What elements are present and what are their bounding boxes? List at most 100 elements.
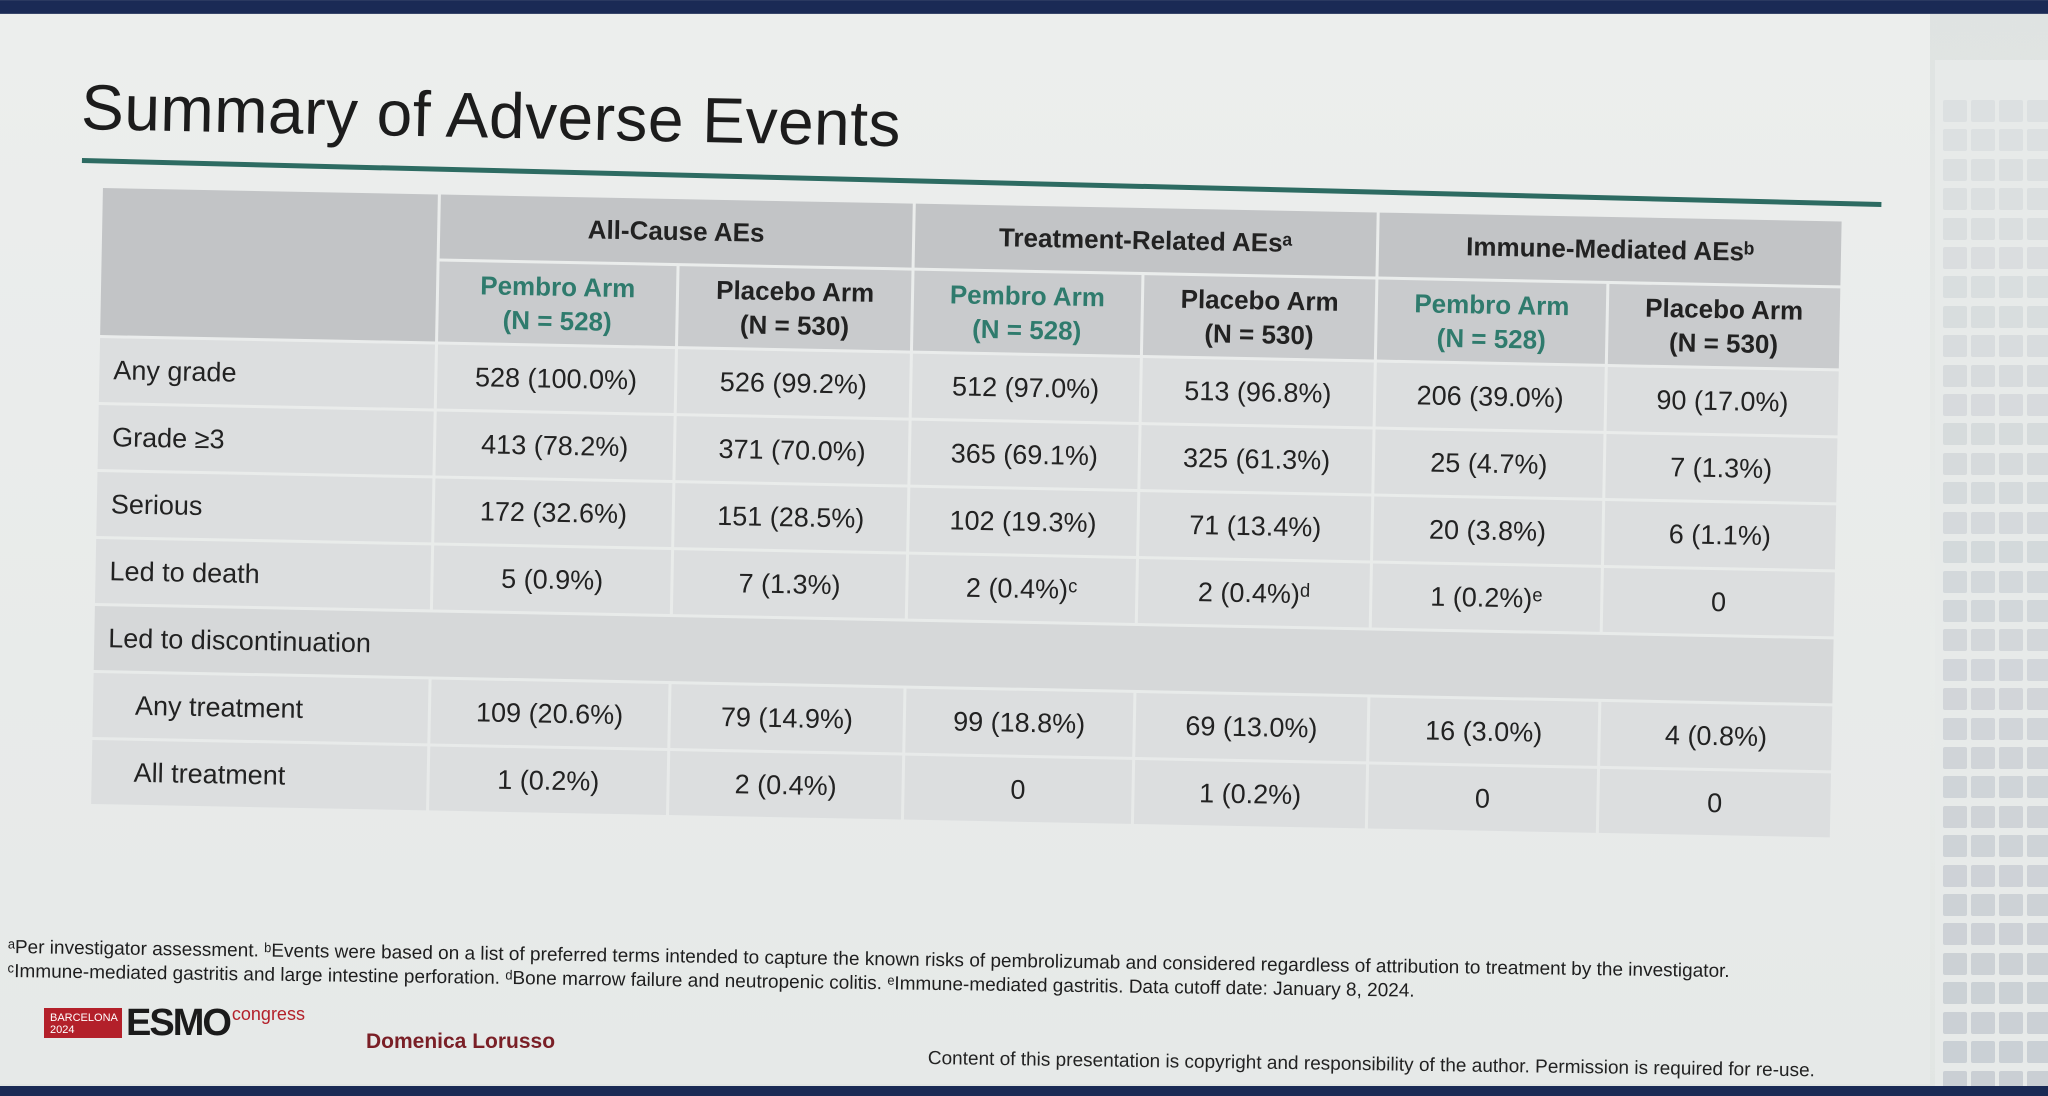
table-cell: 0 [1598, 768, 1832, 838]
decor-square [1999, 188, 2023, 211]
table-cell: 109 (20.6%) [430, 679, 669, 749]
decor-square [1943, 923, 1967, 946]
decor-square [1943, 247, 1967, 270]
subheader-pembro: Pembro Arm (N = 528) [438, 261, 677, 347]
decor-square [1971, 158, 1995, 181]
decor-square [2027, 276, 2048, 299]
table-cell: 526 (99.2%) [677, 349, 910, 418]
decor-square [1943, 452, 1967, 475]
table-cell: 371 (70.0%) [675, 416, 909, 485]
decor-square [1971, 276, 1995, 299]
table-cell: 90 (17.0%) [1606, 366, 1839, 436]
decor-square [1943, 1011, 1967, 1034]
decor-square [2027, 923, 2048, 946]
table-cell: 2 (0.4%)ᵈ [1137, 559, 1371, 628]
table-cell: 79 (14.9%) [670, 684, 904, 753]
table-cell: 20 (3.8%) [1373, 496, 1602, 565]
table-cell: 0 [1602, 567, 1835, 637]
table-cell: 7 (1.3%) [673, 550, 906, 619]
decor-square [1943, 364, 1967, 387]
decor-square [2027, 511, 2048, 534]
decor-square [1971, 482, 1995, 505]
table-cell: 513 (96.8%) [1141, 358, 1375, 427]
decor-square [2027, 1041, 2048, 1064]
decor-square [1999, 276, 2023, 299]
decor-square [2027, 158, 2048, 181]
table-cell: 102 (19.3%) [908, 487, 1138, 556]
decor-square [2027, 952, 2048, 975]
decor-square [1971, 746, 1995, 769]
header-corner [100, 188, 438, 342]
decor-square [1999, 658, 2023, 681]
header-immune-mediated: Immune-Mediated AEsᵇ [1378, 212, 1842, 286]
decorative-pattern [1935, 60, 2048, 1096]
decor-square [1999, 394, 2023, 417]
decor-square [1999, 100, 2023, 122]
decor-square [2027, 452, 2048, 475]
table-cell: 413 (78.2%) [435, 411, 675, 481]
screen-bottom-edge [0, 1086, 2048, 1096]
decor-square [1999, 629, 2023, 652]
row-label: Any grade [98, 338, 436, 409]
table-cell: 1 (0.2%) [429, 746, 668, 815]
decor-square [1999, 717, 2023, 740]
table-cell: 99 (18.8%) [905, 688, 1134, 757]
decor-square [2027, 1011, 2048, 1034]
decor-square [1943, 688, 1967, 711]
decor-square [1943, 305, 1967, 328]
header-treatment-related: Treatment-Related AEsᵃ [914, 203, 1378, 277]
row-label: Led to death [94, 538, 432, 610]
decor-square [1999, 129, 2023, 152]
author-name: Domenica Lorusso [366, 1030, 556, 1053]
decor-square [2027, 746, 2048, 769]
decor-square [1971, 864, 1995, 887]
decor-square [2027, 688, 2048, 711]
decor-square [2027, 217, 2048, 240]
decor-square [1999, 247, 2023, 270]
decor-square [1943, 894, 1967, 917]
table-cell: 365 (69.1%) [910, 420, 1139, 489]
row-label: Grade ≥3 [97, 405, 434, 476]
decor-square [1943, 776, 1967, 799]
decor-square [2027, 247, 2048, 270]
table-cell: 512 (97.0%) [911, 353, 1140, 422]
decor-square [1999, 805, 2023, 828]
decor-square [1971, 423, 1995, 446]
decor-square [1971, 541, 1995, 564]
decor-square [1943, 394, 1967, 417]
decor-square [2027, 335, 2048, 358]
decor-square [1999, 1011, 2023, 1034]
decor-square [1943, 658, 1967, 681]
decor-square [1943, 129, 1967, 152]
decor-square [1971, 952, 1995, 975]
table-cell: 172 (32.6%) [434, 478, 673, 548]
decor-square [1999, 982, 2023, 1005]
table-cell: 151 (28.5%) [674, 483, 908, 552]
decor-square [1999, 511, 2023, 534]
decor-square [1943, 805, 1967, 828]
decor-square [1971, 599, 1995, 622]
header-all-cause: All-Cause AEs [439, 194, 913, 268]
decor-square [1971, 1011, 1995, 1034]
decor-square [1943, 511, 1967, 534]
decor-square [1999, 746, 2023, 769]
decor-square [2027, 629, 2048, 652]
decor-square [1943, 100, 1967, 122]
table-cell: 2 (0.4%) [669, 751, 902, 820]
subheader-placebo: Placebo Arm (N = 530) [678, 266, 912, 351]
decor-square [1943, 423, 1967, 446]
decor-square [1943, 982, 1967, 1005]
subheader-pembro: Pembro Arm (N = 528) [912, 270, 1142, 355]
decor-square [1971, 835, 1995, 858]
decor-square [1999, 835, 2023, 858]
decor-square [2027, 894, 2048, 917]
decor-square [1943, 835, 1967, 858]
table-cell: 71 (13.4%) [1139, 492, 1372, 561]
decor-square [1971, 511, 1995, 534]
decor-square [1971, 335, 1995, 358]
decor-square [1943, 864, 1967, 887]
decor-square [1971, 394, 1995, 417]
decor-square [2027, 423, 2048, 446]
decor-square [2027, 717, 2048, 740]
table-cell: 69 (13.0%) [1135, 692, 1368, 762]
